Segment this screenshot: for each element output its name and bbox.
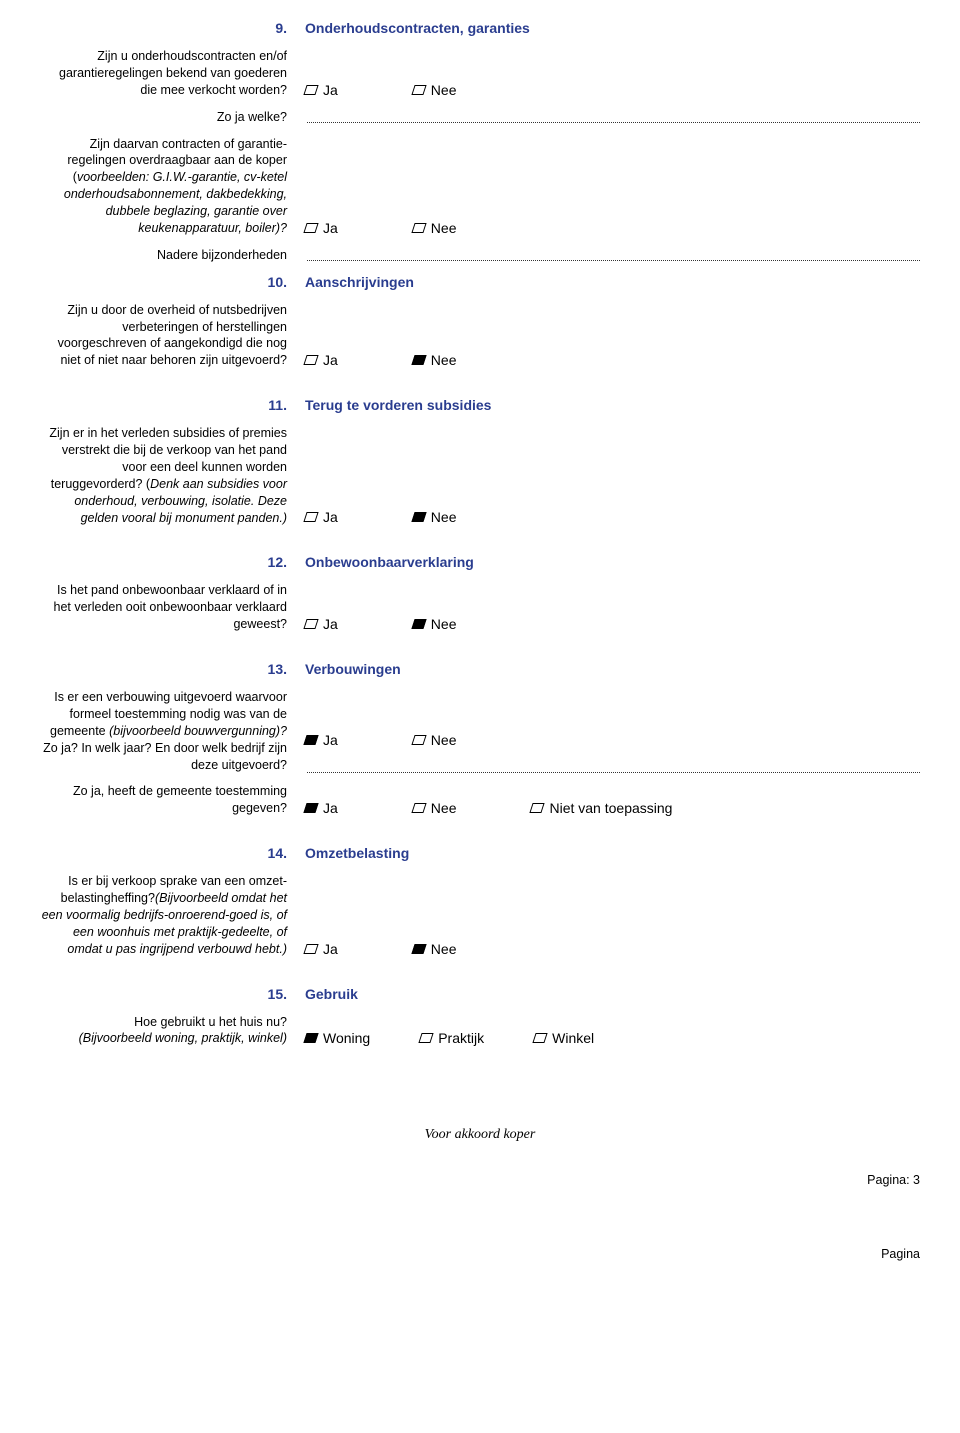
checkbox-icon <box>530 803 545 813</box>
checkbox-icon <box>411 735 426 745</box>
q9b-pre-row: Zo ja welke? <box>40 109 920 126</box>
dotted-input[interactable] <box>307 755 920 773</box>
section-13-title: Verbouwingen <box>305 661 401 677</box>
q13a-text: Is er een verbouwing uitgevoerd waarvoor… <box>40 689 305 773</box>
checkbox-checked-icon <box>303 735 318 745</box>
checkbox-checked-icon <box>303 803 318 813</box>
q10-ja[interactable]: Ja <box>305 352 338 368</box>
q13a-row: Is er een verbouwing uitgevoerd waarvoor… <box>40 689 920 773</box>
section-11-num: 11. <box>268 397 287 413</box>
section-9-num: 9. <box>275 20 287 36</box>
section-10-num: 10. <box>268 274 287 290</box>
q13b-nee[interactable]: Nee <box>413 800 457 816</box>
q14-row: Is er bij verkoop sprake van een omzet-b… <box>40 873 920 957</box>
q11-row: Zijn er in het verleden subsidies of pre… <box>40 425 920 526</box>
checkbox-checked-icon <box>411 355 426 365</box>
q13b-nvt[interactable]: Niet van toepassing <box>531 800 672 816</box>
q9c-text: Nadere bijzonderheden <box>40 247 305 264</box>
q11-ja[interactable]: Ja <box>305 509 338 525</box>
section-11-title: Terug te vorderen subsidies <box>305 397 491 413</box>
q9b-row: Zijn daarvan contracten of garantie-rege… <box>40 136 920 237</box>
section-14-num: 14. <box>268 845 287 861</box>
q13b-ja[interactable]: Ja <box>305 800 338 816</box>
page-number: Pagina: 3 <box>40 1173 920 1187</box>
q15-winkel[interactable]: Winkel <box>534 1030 594 1046</box>
q9a-ja[interactable]: Ja <box>305 82 338 98</box>
q15-row: Hoe gebruikt u het huis nu?(Bijvoorbeeld… <box>40 1014 920 1048</box>
q11-text: Zijn er in het verleden subsidies of pre… <box>40 425 305 526</box>
checkbox-icon <box>303 223 318 233</box>
q15-text: Hoe gebruikt u het huis nu?(Bijvoorbeeld… <box>40 1014 305 1048</box>
dotted-input[interactable] <box>307 109 920 123</box>
q15-praktijk[interactable]: Praktijk <box>420 1030 484 1046</box>
checkbox-icon <box>411 803 426 813</box>
section-15-header: 15. Gebruik <box>40 986 920 1002</box>
checkbox-icon <box>411 223 426 233</box>
q14-ja[interactable]: Ja <box>305 941 338 957</box>
dotted-input[interactable] <box>307 247 920 261</box>
checkbox-icon <box>303 512 318 522</box>
q12-row: Is het pand onbewoonbaar verklaard of in… <box>40 582 920 633</box>
q9b-text: Zijn daarvan contracten of garantie-rege… <box>40 136 305 237</box>
q10-row: Zijn u door de overheid of nutsbedrijven… <box>40 302 920 370</box>
q13a-nee[interactable]: Nee <box>413 732 457 748</box>
checkbox-icon <box>303 85 318 95</box>
checkbox-checked-icon <box>411 512 426 522</box>
checkbox-icon <box>533 1033 548 1043</box>
section-11-header: 11. Terug te vorderen subsidies <box>40 397 920 413</box>
q9a-text: Zijn u onderhoudscontracten en/of garant… <box>40 48 305 99</box>
q13b-text: Zo ja, heeft de gemeente toestemming geg… <box>40 783 305 817</box>
checkbox-icon <box>303 619 318 629</box>
section-9-header: 9. Onderhoudscontracten, garanties <box>40 20 920 36</box>
q13b-row: Zo ja, heeft de gemeente toestemming geg… <box>40 783 920 817</box>
section-10-title: Aanschrijvingen <box>305 274 414 290</box>
q12-ja[interactable]: Ja <box>305 616 338 632</box>
section-12-title: Onbewoonbaarverklaring <box>305 554 474 570</box>
q14-text: Is er bij verkoop sprake van een omzet-b… <box>40 873 305 957</box>
checkbox-checked-icon <box>411 944 426 954</box>
page-label: Pagina <box>40 1247 920 1261</box>
q9a-row: Zijn u onderhoudscontracten en/of garant… <box>40 48 920 99</box>
section-14-header: 14. Omzetbelasting <box>40 845 920 861</box>
section-10-header: 10. Aanschrijvingen <box>40 274 920 290</box>
q9b-nee[interactable]: Nee <box>413 220 457 236</box>
section-12-header: 12. Onbewoonbaarverklaring <box>40 554 920 570</box>
q9a-nee[interactable]: Nee <box>413 82 457 98</box>
q13a-ja[interactable]: Ja <box>305 732 338 748</box>
checkbox-icon <box>411 85 426 95</box>
q9b-ja[interactable]: Ja <box>305 220 338 236</box>
section-15-num: 15. <box>268 986 287 1002</box>
section-13-num: 13. <box>268 661 287 677</box>
q9c-row: Nadere bijzonderheden <box>40 247 920 264</box>
q12-nee[interactable]: Nee <box>413 616 457 632</box>
checkbox-checked-icon <box>303 1033 318 1043</box>
checkbox-icon <box>419 1033 434 1043</box>
section-9-title: Onderhoudscontracten, garanties <box>305 20 530 36</box>
section-15-title: Gebruik <box>305 986 358 1002</box>
q11-nee[interactable]: Nee <box>413 509 457 525</box>
footer-sign: Voor akkoord koper <box>40 1127 920 1143</box>
section-13-header: 13. Verbouwingen <box>40 661 920 677</box>
checkbox-checked-icon <box>411 619 426 629</box>
q9b-pre-text: Zo ja welke? <box>40 109 305 126</box>
checkbox-icon <box>303 355 318 365</box>
q10-nee[interactable]: Nee <box>413 352 457 368</box>
q10-text: Zijn u door de overheid of nutsbedrijven… <box>40 302 305 370</box>
q14-nee[interactable]: Nee <box>413 941 457 957</box>
section-12-num: 12. <box>268 554 287 570</box>
q12-text: Is het pand onbewoonbaar verklaard of in… <box>40 582 305 633</box>
section-14-title: Omzetbelasting <box>305 845 409 861</box>
checkbox-icon <box>303 944 318 954</box>
q15-woning[interactable]: Woning <box>305 1030 370 1046</box>
